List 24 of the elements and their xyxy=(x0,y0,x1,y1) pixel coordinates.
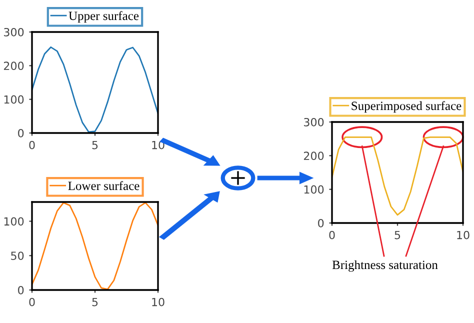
line-series xyxy=(32,202,158,290)
y-tick-label: 300 xyxy=(4,28,24,36)
y-tick-label: 50 xyxy=(11,252,24,260)
legend-label: Upper surface xyxy=(68,11,139,23)
y-tick-label: 300 xyxy=(304,118,324,126)
y-tick-label: 100 xyxy=(304,185,324,194)
x-tick-label: 10 xyxy=(457,230,470,240)
y-tick-label: 200 xyxy=(304,152,324,160)
x-tick-label: 0 xyxy=(29,140,35,150)
y-tick-label: 100 xyxy=(4,217,24,226)
legend-label: Lower surface xyxy=(68,181,140,190)
x-tick-label: 10 xyxy=(152,298,164,306)
x-tick-label: 5 xyxy=(92,140,98,150)
y-tick-label: 0 xyxy=(318,218,324,228)
text: Brightness saturation xyxy=(332,260,438,272)
y-tick-label: 0 xyxy=(18,286,24,294)
y-tick-label: 200 xyxy=(4,62,24,70)
x-tick-label: 0 xyxy=(29,298,35,306)
x-tick-label: 5 xyxy=(92,298,98,306)
legend-label: Superimposed surface xyxy=(352,101,462,113)
x-tick-label: 5 xyxy=(394,230,400,240)
y-tick-label: 100 xyxy=(4,95,24,104)
x-tick-label: 0 xyxy=(329,230,335,240)
y-tick-label: 0 xyxy=(18,128,24,138)
